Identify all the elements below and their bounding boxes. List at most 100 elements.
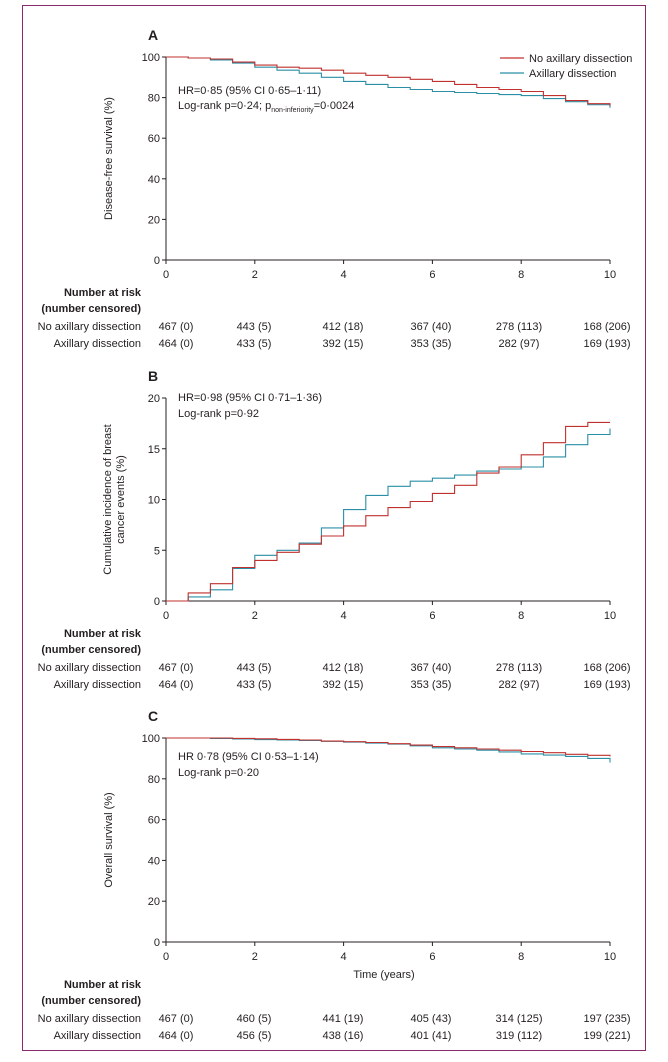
panel-a-risk-value: 169 (193) [583,338,630,350]
panel-a-x-tick-label: 6 [429,269,435,281]
panel-c-risk-value: 441 (19) [323,1013,364,1025]
panel-a-y-axis-label: Disease-free survival (%) [103,97,115,220]
panel-c-y-tick-label: 100 [142,733,160,745]
panel-a-label: A [148,27,158,43]
panel-b-y-tick-label: 20 [148,393,160,405]
panel-c-y-tick-label: 60 [148,815,160,827]
panel-b-risk-value: 282 (97) [499,679,540,691]
panel-b-risk-value: 353 (35) [411,679,452,691]
panel-a-risk-value: 464 (0) [159,338,194,350]
panel-a-risk-value: 168 (206) [583,321,630,333]
panel-c-stat-line: HR 0·78 (95% CI 0·53–1·14) [178,751,319,763]
panel-c-risk-row-label: Axillary dissection [54,1030,141,1042]
panel-a-x-tick-label: 10 [604,269,616,281]
panel-c-risk-title: Number at risk [64,979,142,991]
panel-b-x-tick-label: 2 [252,610,258,622]
panel-b-stat-line: HR=0·98 (95% CI 0·71–1·36) [178,392,322,404]
panel-c-y-tick-label: 40 [148,855,160,867]
panel-c-risk-value: 401 (41) [411,1030,452,1042]
panel-c-y-tick-label: 20 [148,896,160,908]
panel-a-x-tick-label: 2 [252,269,258,281]
panel-c-risk-value: 467 (0) [159,1013,194,1025]
panel-c-x-tick-label: 8 [518,951,524,963]
panel-b-stat-line: Log-rank p=0·92 [178,408,259,420]
panel-b-y-axis-label: Cumulative incidence of breast [102,424,114,574]
panel-b-risk-value: 168 (206) [583,662,630,674]
panel-b-y-tick-label: 10 [148,495,160,507]
panel-a-risk-value: 443 (5) [237,321,272,333]
panel-b-curve-axillary [166,428,611,602]
panel-c-x-tick-label: 2 [252,951,258,963]
legend-no-axillary-label: No axillary dissection [529,53,632,65]
panel-b-y-tick-label: 15 [148,444,160,456]
panel-a-risk-row-label: No axillary dissection [38,321,141,333]
panel-a-y-tick-label: 40 [148,174,160,186]
panel-a-y-tick-label: 80 [148,93,160,105]
panel-c-risk-value: 456 (5) [237,1030,272,1042]
panel-a-stat-hr: HR=0·85 (95% CI 0·65–1·11) [178,85,321,97]
panel-c-risk-value: 314 (125) [495,1013,542,1025]
panel-a-y-tick-label: 60 [148,133,160,145]
panel-c-x-axis-label: Time (years) [353,969,414,981]
panel-b-x-tick-label: 10 [604,610,616,622]
panel-a-x-tick-label: 0 [163,269,169,281]
panel-b-x-tick-label: 6 [429,610,435,622]
panel-b-risk-value: 412 (18) [323,662,364,674]
panel-a-y-tick-label: 0 [154,255,160,267]
panel-a-risk-value: 433 (5) [237,338,272,350]
panel-c-risk-subtitle: (number censored) [41,995,141,1007]
panel-b-x-tick-label: 4 [341,610,347,622]
panel-a-risk-value: 282 (97) [499,338,540,350]
panel-c-x-tick-label: 4 [341,951,347,963]
panel-c-x-tick-label: 10 [604,951,616,963]
panel-b-y-tick-label: 5 [154,545,160,557]
panel-c-y-tick-label: 0 [154,937,160,949]
panel-a-risk-value: 367 (40) [411,321,452,333]
panel-b-risk-value: 169 (193) [583,679,630,691]
panel-a-x-tick-label: 4 [341,269,347,281]
panel-c-risk-row-label: No axillary dissection [38,1013,141,1025]
panel-c-risk-value: 319 (112) [496,1030,542,1042]
panel-c-risk-value: 438 (16) [323,1030,364,1042]
panel-c-risk-value: 197 (235) [583,1013,630,1025]
panel-c-risk-value: 405 (43) [411,1013,452,1025]
panel-b-risk-value: 367 (40) [411,662,452,674]
panel-a-risk-value: 412 (18) [323,321,364,333]
panel-a-stat-pvalue: =0·0024 [314,100,355,112]
panel-c-risk-value: 460 (5) [237,1013,272,1025]
panel-a-risk-title: Number at risk [64,287,142,299]
panel-a-stat-logrank-text: Log-rank p=0·24; p [178,100,271,112]
panel-b-risk-value: 392 (15) [323,679,364,691]
panel-b-risk-value: 443 (5) [237,662,272,674]
panel-a-y-tick-label: 100 [142,52,160,64]
panel-c-risk-value: 199 (221) [583,1030,630,1042]
panel-c-stat-line: Log-rank p=0·20 [178,767,259,779]
panel-b-risk-value: 278 (113) [496,662,542,674]
panel-a-risk-value: 278 (113) [496,321,542,333]
panel-c-label: C [148,708,158,724]
panel-a-stat-subscript: non-inferiority [271,107,314,114]
panel-a-x-tick-label: 8 [518,269,524,281]
panel-c-x-tick-label: 6 [429,951,435,963]
panel-b-curve-no-axillary [166,421,610,602]
panel-b-risk-value: 433 (5) [237,679,272,691]
panel-b-risk-row-label: No axillary dissection [38,662,141,674]
panel-c-curve-no-axillary [166,737,611,757]
panel-c-y-axis-label: Overall survival (%) [103,792,115,887]
panel-c-risk-value: 464 (0) [159,1030,194,1042]
panel-a-risk-row-label: Axillary dissection [54,338,141,350]
panel-b-label: B [148,368,158,384]
panel-b-x-tick-label: 0 [163,610,169,622]
panel-b-y-tick-label: 0 [154,596,160,608]
panel-a-stat-logrank: Log-rank p=0·24; pnon-inferiority=0·0024 [178,100,354,114]
panel-b-risk-value: 464 (0) [159,679,194,691]
panel-a-risk-value: 392 (15) [323,338,364,350]
panel-b-risk-row-label: Axillary dissection [54,679,141,691]
panel-a-risk-value: 467 (0) [159,321,194,333]
legend-axillary-label: Axillary dissection [529,68,616,80]
panel-b-risk-value: 467 (0) [159,662,194,674]
panel-b-risk-title: Number at risk [64,628,142,640]
panel-b-risk-subtitle: (number censored) [41,644,141,656]
panel-b-y-axis-label: cancer events (%) [115,455,127,544]
panel-a-risk-value: 353 (35) [411,338,452,350]
